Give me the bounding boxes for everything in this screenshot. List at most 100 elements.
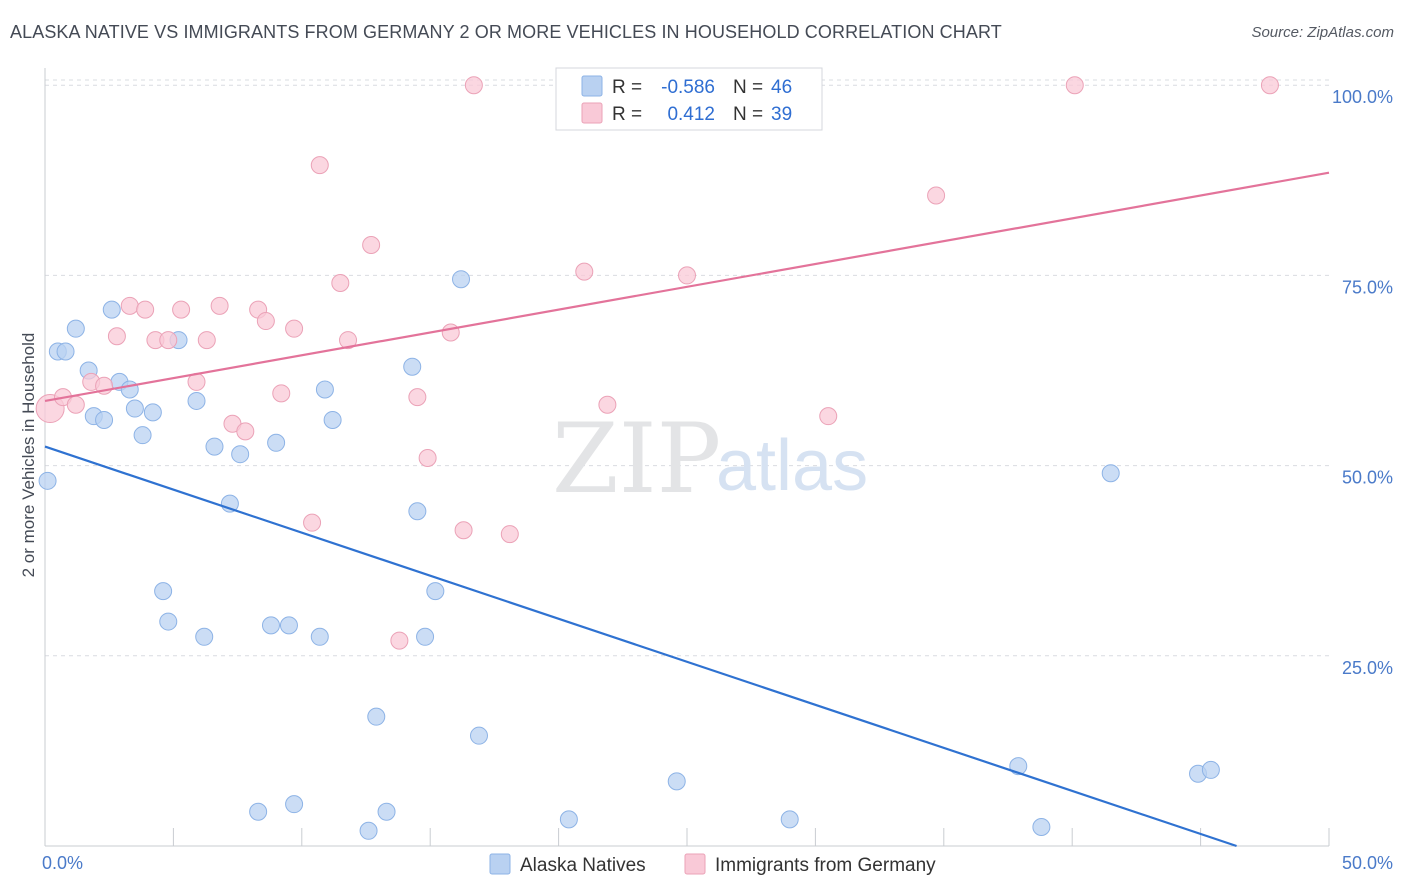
stats-r-label-pink: R =	[612, 104, 642, 125]
point-immigrants-germany	[120, 296, 139, 315]
chart-title: ALASKA NATIVE VS IMMIGRANTS FROM GERMANY…	[10, 22, 1002, 42]
point-immigrants-germany	[1065, 76, 1084, 95]
point-alaska-natives	[133, 426, 152, 445]
y-tick-label: 75.0%	[1342, 277, 1393, 297]
point-alaska-natives	[403, 357, 422, 376]
point-immigrants-germany	[678, 266, 696, 285]
point-alaska-natives	[159, 612, 178, 631]
point-alaska-natives	[249, 802, 268, 821]
point-alaska-natives	[231, 445, 250, 464]
point-alaska-natives	[102, 300, 121, 319]
stats-n-value-blue: 46	[771, 77, 792, 98]
point-alaska-natives	[1101, 464, 1120, 483]
point-alaska-natives	[426, 582, 445, 601]
point-alaska-natives	[667, 772, 686, 791]
points-layer	[35, 76, 1279, 840]
point-alaska-natives	[559, 810, 578, 829]
stats-legend-swatch-pink	[581, 102, 603, 124]
point-alaska-natives	[187, 391, 206, 410]
point-immigrants-germany	[197, 331, 216, 350]
legend-label-alaska-natives: Alaska Natives	[520, 855, 646, 876]
stats-r-label-blue: R =	[612, 77, 642, 98]
stats-n-label-pink: N =	[733, 104, 763, 125]
stats-legend: R = -0.586 N = 46 R = 0.412 N = 39	[555, 67, 823, 131]
point-alaska-natives	[125, 399, 144, 418]
stats-n-value-pink: 39	[771, 104, 792, 125]
y-tick-label: 50.0%	[1342, 468, 1393, 488]
point-immigrants-germany	[272, 384, 291, 403]
point-immigrants-germany	[172, 300, 191, 319]
point-immigrants-germany	[310, 156, 329, 175]
point-immigrants-germany	[598, 395, 617, 414]
point-alaska-natives	[1201, 760, 1220, 779]
legend-swatch-alaska-natives	[489, 853, 511, 875]
point-alaska-natives	[469, 726, 488, 745]
point-alaska-natives	[367, 707, 386, 726]
point-immigrants-germany	[303, 513, 322, 532]
watermark: ZIP atlas	[552, 403, 868, 515]
point-alaska-natives	[205, 437, 224, 456]
grid-layer	[45, 79, 1329, 657]
point-immigrants-germany	[107, 327, 126, 346]
point-immigrants-germany	[927, 186, 946, 205]
watermark-atlas: atlas	[716, 426, 868, 506]
chart-source: Source: ZipAtlas.com	[1251, 24, 1394, 41]
watermark-zip: ZIP	[552, 403, 721, 515]
legend-label-immigrants-germany: Immigrants from Germany	[715, 855, 936, 876]
point-immigrants-germany	[464, 76, 483, 95]
point-alaska-natives	[780, 810, 799, 829]
point-alaska-natives	[285, 795, 304, 814]
trend-layer	[44, 171, 1330, 848]
y-tick-label: 25.0%	[1342, 658, 1393, 678]
point-immigrants-germany	[418, 449, 437, 467]
point-alaska-natives	[267, 433, 286, 452]
stats-r-value-pink: 0.412	[667, 104, 715, 125]
point-alaska-natives	[261, 616, 280, 635]
point-alaska-natives	[377, 802, 396, 821]
point-alaska-natives	[143, 403, 162, 422]
point-immigrants-germany	[339, 331, 358, 350]
trendline-alaska-natives	[44, 445, 1237, 848]
point-immigrants-germany	[159, 331, 178, 350]
legend-swatch-immigrants-germany	[684, 853, 706, 875]
point-alaska-natives	[359, 821, 378, 840]
y-axis-label: 2 or more Vehicles in Household	[19, 333, 38, 578]
point-alaska-natives	[408, 502, 427, 521]
point-immigrants-germany	[454, 521, 473, 540]
x-tick-label-max: 50.0%	[1342, 853, 1393, 873]
point-alaska-natives	[323, 410, 342, 429]
point-immigrants-germany	[500, 525, 519, 544]
stats-n-label-blue: N =	[733, 77, 763, 98]
point-immigrants-germany	[66, 395, 85, 414]
point-alaska-natives	[315, 380, 334, 399]
point-immigrants-germany	[441, 323, 460, 342]
stats-legend-swatch-blue	[581, 75, 603, 97]
point-alaska-natives	[95, 410, 114, 429]
point-immigrants-germany	[408, 388, 427, 407]
point-alaska-natives	[279, 616, 298, 635]
point-immigrants-germany	[285, 319, 304, 338]
bottom-legend: Alaska Natives Immigrants from Germany	[489, 853, 936, 876]
point-alaska-natives	[120, 380, 139, 399]
point-immigrants-germany	[236, 422, 255, 441]
point-immigrants-germany	[331, 274, 350, 293]
point-immigrants-germany	[210, 296, 229, 315]
point-alaska-natives	[1032, 817, 1051, 836]
point-immigrants-germany	[136, 300, 155, 319]
trendline-immigrants-germany	[44, 171, 1330, 403]
point-alaska-natives	[452, 270, 471, 289]
axis-layer: 25.0% 50.0% 75.0% 100.0% 0.0% 50.0%	[42, 68, 1393, 873]
point-alaska-natives	[56, 342, 75, 361]
stats-r-value-blue: -0.586	[661, 77, 715, 98]
point-alaska-natives	[195, 627, 214, 646]
y-tick-label: 100.0%	[1332, 87, 1393, 107]
point-alaska-natives	[66, 319, 85, 338]
point-alaska-natives	[154, 582, 173, 601]
point-alaska-natives	[38, 471, 57, 490]
x-tick-label-min: 0.0%	[42, 853, 83, 873]
point-immigrants-germany	[390, 631, 409, 650]
point-immigrants-germany	[819, 407, 838, 426]
point-immigrants-germany	[362, 235, 381, 254]
point-alaska-natives	[416, 627, 435, 646]
